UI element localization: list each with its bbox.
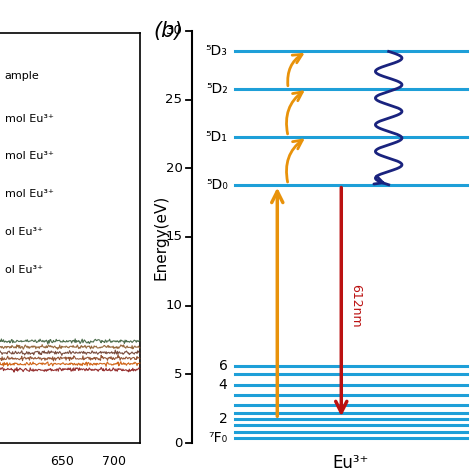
Text: 4: 4 [219, 378, 228, 392]
Text: 650: 650 [50, 455, 73, 468]
Text: 700: 700 [102, 455, 126, 468]
Text: mol Eu³⁺: mol Eu³⁺ [5, 189, 54, 200]
Text: (b): (b) [154, 21, 183, 41]
Text: ample: ample [5, 71, 39, 81]
Text: 30: 30 [165, 24, 182, 37]
Text: ⁵D₀: ⁵D₀ [206, 178, 228, 192]
Text: mol Eu³⁺: mol Eu³⁺ [5, 151, 54, 162]
Text: Energy(eV): Energy(eV) [154, 194, 169, 280]
Text: ⁷F₀: ⁷F₀ [209, 431, 228, 445]
Text: ⁠ol Eu³⁺: ⁠ol Eu³⁺ [5, 265, 43, 275]
Text: 20: 20 [165, 162, 182, 175]
Text: 15: 15 [165, 230, 182, 244]
Text: 2: 2 [219, 412, 228, 426]
Text: mol Eu³⁺: mol Eu³⁺ [5, 113, 54, 124]
Text: 6: 6 [219, 359, 228, 373]
Text: 25: 25 [165, 93, 182, 106]
Text: 612nm: 612nm [349, 284, 362, 328]
Text: 0: 0 [174, 437, 182, 450]
Text: Eu³⁺: Eu³⁺ [333, 454, 369, 472]
Text: ⁵D₃: ⁵D₃ [206, 45, 228, 58]
Text: ⁠ol Eu³⁺: ⁠ol Eu³⁺ [5, 227, 43, 237]
Text: ⁵D₁: ⁵D₁ [206, 130, 228, 144]
Text: ⁵D₂: ⁵D₂ [206, 82, 228, 96]
Text: 5: 5 [174, 368, 182, 381]
Text: 10: 10 [165, 299, 182, 312]
